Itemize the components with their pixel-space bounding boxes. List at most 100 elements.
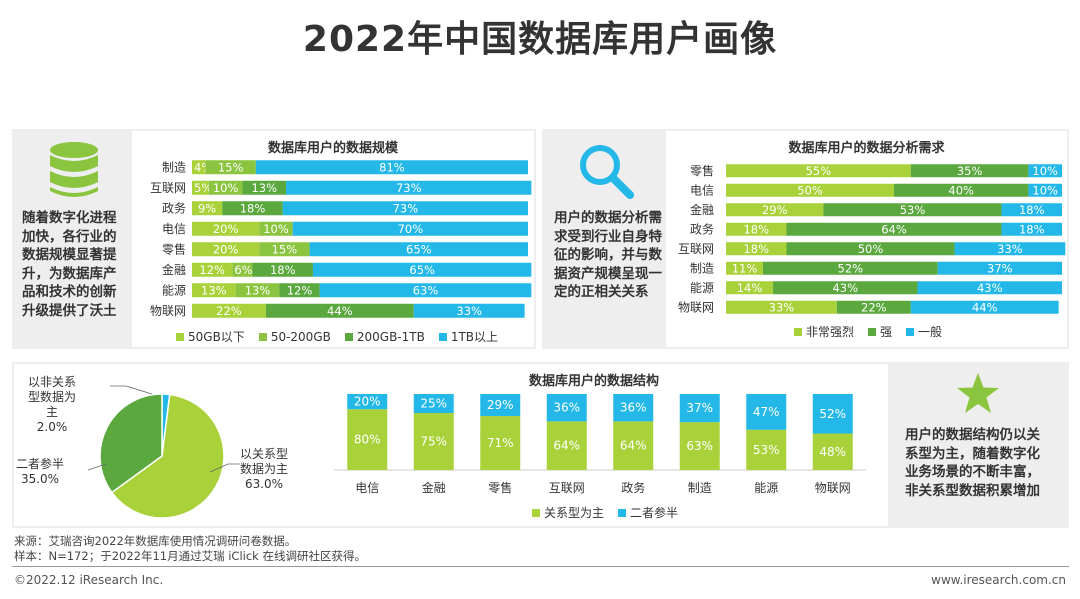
bar-segment	[726, 261, 763, 275]
leader-line	[87, 463, 107, 471]
legend-item: 200GB-1TB	[344, 330, 425, 344]
pie-label: 数据为主	[240, 461, 288, 476]
bar-segment	[242, 180, 287, 195]
pie-label: 型数据为	[28, 389, 76, 404]
bar-segment	[259, 242, 310, 257]
data-label: 10%	[263, 222, 289, 236]
analysis-bar-chart: 零售 55% 35% 10% 电信 50% 40% 10% 金融 29% 53% 18% 政务 18% 64…	[678, 163, 1066, 314]
data-label: 20%	[213, 242, 239, 256]
bar-segment	[613, 394, 654, 422]
data-label: 65%	[409, 263, 435, 277]
data-label: 75%	[420, 435, 447, 449]
data-label: 13%	[251, 181, 277, 195]
structure-legend: 关系型为主 二者参半	[532, 504, 692, 521]
category-label: 物联网	[815, 481, 851, 495]
panel-description: 用户的数据结构仍以关系型为主，随着数字化业务场景的不断丰富，非关系型数据积累增加	[905, 427, 1040, 499]
panel-analysis-demand: 用户的数据分析需求受到行业自身特征的影响，并与数据资产规模呈现一定的正相关关系 …	[542, 129, 1069, 349]
bar-segment	[726, 203, 824, 217]
legend-label: 50GB以下	[188, 330, 245, 344]
pie-label: 以非关系	[28, 375, 76, 389]
pie-label: 以关系型	[240, 447, 288, 461]
category-label: 能源	[754, 481, 778, 495]
bar-segment	[773, 281, 918, 295]
data-label: 18%	[240, 201, 266, 215]
data-label: 65%	[406, 242, 432, 256]
data-label: 22%	[861, 300, 887, 314]
bar-segment	[910, 164, 1029, 178]
data-label: 52%	[819, 407, 846, 421]
legend-item: 1TB以上	[438, 328, 499, 345]
category-label: 政务	[162, 200, 186, 215]
pie-label: 2.0%	[37, 420, 68, 434]
category-label: 物联网	[678, 300, 714, 314]
data-label: 52%	[838, 261, 864, 275]
footer-divider	[12, 566, 1069, 567]
structure-chart-area: 以关系型 数据为主 63.0% 二者参半 35.0% 以非关系 型数据为主 2.0% 数据库用…	[14, 364, 888, 526]
pie-label: 二者参半	[16, 456, 64, 471]
bar-segment	[726, 183, 894, 197]
category-label: 制造	[688, 481, 712, 495]
leader-line	[110, 385, 153, 395]
legend-swatch	[258, 332, 267, 341]
bar-segment	[726, 300, 837, 314]
chart-title: 数据库用户的数据分析需求	[788, 141, 945, 156]
data-label: 37%	[686, 401, 713, 415]
magnifier-icon	[578, 143, 634, 203]
bar-segment	[746, 394, 787, 430]
data-label: 15%	[272, 242, 298, 256]
legend-item: 一般	[906, 323, 942, 340]
data-label: 71%	[487, 436, 514, 450]
bar-segment	[1028, 164, 1062, 178]
legend-swatch	[438, 332, 447, 341]
source-note: 来源：艾瑞咨询2022年数据库使用情况调研问卷数据。	[14, 534, 297, 548]
data-label: 35%	[957, 164, 983, 178]
bar-segment	[205, 160, 256, 175]
website-link[interactable]: www.iresearch.com.cn	[931, 573, 1066, 587]
copyright: ©2022.12 iResearch Inc.	[14, 573, 164, 587]
bar-segment	[894, 183, 1029, 197]
panel-data-scale: 随着数字化进程加快，各行业的数据规模显著提升，为数据库产品和技术的创新升级提供了…	[12, 129, 536, 349]
bar-segment	[726, 242, 787, 256]
data-label: 48%	[819, 445, 846, 459]
data-label: 29%	[487, 398, 514, 412]
data-label: 15%	[218, 160, 244, 174]
bar-segment	[309, 242, 528, 257]
legend-label: 1TB以上	[450, 330, 499, 344]
data-label: 43%	[977, 281, 1003, 295]
sample-note: 样本：N=172；于2022年11月通过艾瑞 iClick 在线调研社区获得。	[14, 549, 366, 563]
legend-swatch	[344, 332, 353, 341]
data-label: 6%	[234, 263, 252, 277]
category-label: 零售	[690, 163, 714, 178]
category-label: 能源	[162, 283, 186, 297]
category-label: 物联网	[150, 304, 186, 318]
bar-segment	[192, 160, 206, 175]
data-label: 18%	[743, 222, 769, 236]
data-label: 18%	[1019, 203, 1045, 217]
bar-segment	[679, 422, 720, 470]
data-label: 64%	[881, 222, 907, 236]
data-label: 44%	[327, 304, 353, 318]
bar-segment	[235, 283, 280, 298]
legend-label: 50-200GB	[270, 329, 331, 344]
data-label: 64%	[620, 439, 647, 453]
scale-chart-area: 数据库用户的数据规模 制造 4% 15% 81% 互联网 5% 10% 13% 73% 政务 9% 1…	[132, 131, 534, 347]
bar-segment	[259, 221, 293, 236]
bar-segment	[954, 242, 1066, 256]
bar-segment	[546, 421, 587, 470]
bar-segment	[480, 394, 521, 417]
legend-label: 强	[880, 325, 893, 339]
bar-segment	[232, 262, 253, 277]
bar-segment	[292, 221, 528, 236]
category-label: 政务	[690, 221, 714, 236]
data-label: 50%	[797, 183, 823, 197]
data-label: 33%	[769, 300, 795, 314]
data-label: 33%	[997, 242, 1023, 256]
data-label: 12%	[287, 283, 313, 297]
category-label: 互联网	[678, 242, 714, 256]
pie-slice	[110, 393, 225, 519]
pie-slice	[99, 393, 163, 494]
category-label: 零售	[488, 480, 512, 495]
data-label: 13%	[201, 283, 227, 297]
data-label: 22%	[216, 304, 242, 318]
